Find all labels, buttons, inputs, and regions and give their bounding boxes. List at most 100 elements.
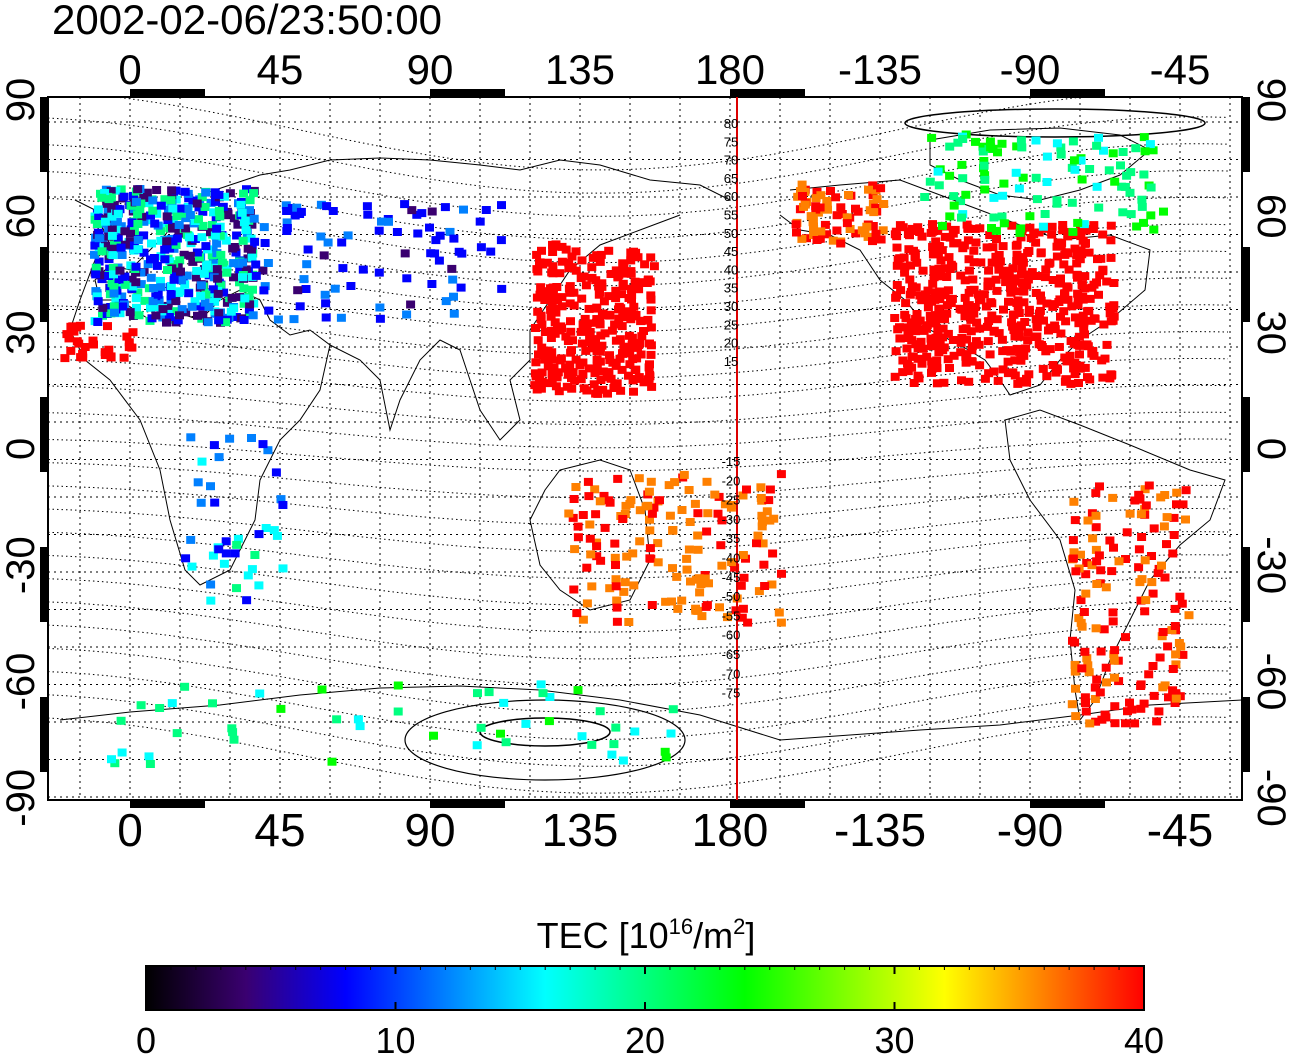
tec-point — [943, 286, 953, 295]
tec-point — [917, 232, 927, 241]
lat-label-right: 0 — [1249, 438, 1292, 460]
tec-point — [584, 492, 594, 501]
tec-point — [209, 208, 219, 217]
tec-point — [943, 355, 953, 364]
tec-point — [271, 468, 281, 477]
tec-point — [169, 275, 179, 284]
tec-point — [826, 187, 835, 195]
tec-point — [264, 306, 274, 315]
tec-point — [670, 478, 680, 487]
tec-point — [693, 545, 703, 554]
tick-bar — [130, 800, 205, 808]
tec-point — [978, 142, 988, 151]
tec-point — [1147, 552, 1156, 560]
tec-point — [1077, 281, 1087, 290]
axis-tick-bars — [40, 89, 1250, 808]
tec-point — [217, 258, 227, 267]
tec-point — [1067, 198, 1077, 207]
tec-point — [1117, 182, 1127, 191]
tec-point — [1080, 647, 1090, 656]
tec-point — [980, 171, 990, 180]
tec-point — [355, 722, 365, 731]
tec-point — [1110, 646, 1120, 655]
tec-point — [567, 346, 576, 355]
tec-point — [1012, 142, 1022, 151]
tec-point — [258, 440, 268, 449]
tec-point — [1074, 614, 1084, 623]
tec-point — [1081, 699, 1090, 707]
tec-point — [447, 264, 457, 273]
tec-point — [1070, 660, 1080, 669]
tec-point — [991, 275, 1001, 284]
tec-point — [980, 185, 990, 194]
tec-point — [1109, 279, 1119, 287]
tec-point — [117, 748, 127, 757]
tec-point — [208, 699, 217, 708]
tec-point — [109, 289, 119, 298]
tec-point — [617, 322, 627, 331]
tec-point — [214, 453, 224, 462]
tec-point — [703, 509, 713, 518]
tec-point — [994, 265, 1004, 274]
tec-point — [646, 306, 656, 315]
tec-point — [197, 233, 207, 242]
tec-point — [1031, 289, 1041, 297]
tec-point — [156, 201, 166, 210]
tec-point — [393, 681, 403, 690]
tec-point — [131, 262, 141, 271]
tec-point — [969, 246, 979, 255]
tec-point — [592, 355, 602, 364]
tec-point — [926, 334, 936, 343]
tec-point — [201, 262, 211, 271]
meridian-label: -20 — [722, 473, 741, 488]
tec-point — [612, 603, 622, 612]
tec-point — [120, 272, 130, 281]
tec-point — [108, 263, 118, 272]
tec-point — [757, 518, 767, 527]
tec-point — [871, 203, 881, 212]
tec-point — [646, 323, 656, 332]
tec-point — [935, 287, 945, 296]
tec-point — [174, 288, 184, 297]
tec-point — [957, 376, 966, 385]
tec-point — [1038, 364, 1048, 373]
tec-point — [260, 239, 270, 247]
tec-point — [1084, 668, 1094, 677]
tec-point — [449, 309, 459, 318]
tec-point — [571, 355, 581, 364]
tec-point — [876, 235, 886, 244]
tec-point — [957, 213, 966, 222]
tec-point — [573, 522, 583, 531]
tec-point — [102, 199, 112, 208]
tec-point — [1088, 534, 1098, 543]
tec-point — [1078, 311, 1088, 320]
tec-point — [1070, 358, 1080, 367]
tec-point — [116, 243, 126, 252]
tec-point — [1108, 149, 1118, 158]
tec-point — [303, 245, 313, 254]
tec-point — [1031, 315, 1041, 324]
tec-point — [201, 188, 211, 197]
tec-point — [1042, 152, 1052, 161]
tec-point — [109, 302, 119, 311]
tec-point — [1075, 350, 1084, 359]
tec-point — [931, 333, 941, 342]
tec-point — [920, 193, 930, 201]
tec-point — [822, 230, 832, 239]
tec-point — [156, 227, 165, 236]
tec-point — [933, 326, 943, 335]
contour-line — [111, 97, 1086, 171]
tec-point — [143, 260, 153, 269]
tec-point — [213, 289, 223, 298]
tec-point — [975, 361, 985, 370]
tec-point — [769, 514, 779, 523]
tec-point — [672, 572, 682, 581]
tec-point — [626, 267, 636, 276]
tec-point — [1090, 695, 1100, 703]
tec-point — [768, 549, 778, 558]
tec-point — [1137, 533, 1147, 541]
tec-point — [119, 192, 129, 201]
tec-point — [970, 303, 980, 311]
tec-point — [66, 322, 76, 331]
tec-point — [767, 580, 777, 589]
